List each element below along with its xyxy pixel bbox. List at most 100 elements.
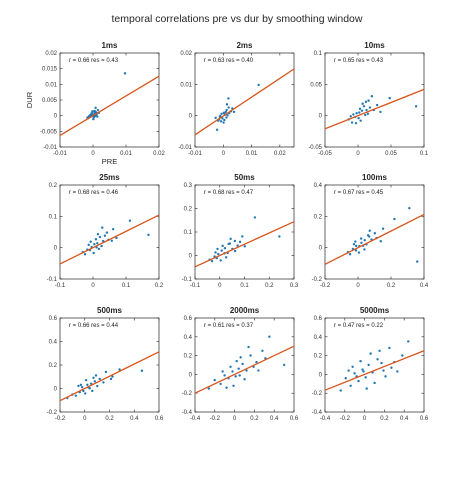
- data-point: [207, 387, 210, 390]
- panel-title: 500ms: [97, 306, 122, 315]
- y-tick-label: 0.005: [42, 98, 58, 104]
- data-point: [118, 368, 121, 371]
- data-point: [238, 240, 242, 244]
- data-point: [241, 235, 244, 238]
- data-point: [363, 238, 366, 242]
- panel-title: 5000ms: [360, 306, 390, 315]
- data-point: [82, 389, 85, 393]
- x-tick-label: -0.01: [53, 151, 67, 157]
- data-point: [282, 363, 286, 367]
- data-point: [94, 106, 97, 110]
- data-point: [227, 106, 230, 109]
- data-point: [229, 237, 232, 241]
- data-point: [216, 247, 219, 251]
- data-point: [362, 370, 365, 373]
- data-point: [268, 335, 271, 338]
- data-point: [379, 240, 382, 243]
- data-point: [214, 251, 217, 254]
- data-point: [365, 387, 368, 390]
- data-point: [104, 370, 108, 374]
- x-tick-label: 0.02: [153, 151, 165, 157]
- x-tick-label: 0: [222, 151, 226, 157]
- y-tick-label: 0.1: [184, 230, 193, 236]
- data-point: [368, 106, 372, 109]
- data-point: [217, 252, 220, 256]
- panel-50ms: 50ms -0.1 0 0.1 0.2 0.3 -0.1 0 0.1 0.2 0.3 r = 0.68…: [182, 173, 299, 289]
- data-point: [92, 376, 95, 380]
- data-point: [128, 219, 132, 222]
- y-tick-label: -0.4: [182, 410, 193, 416]
- data-point: [102, 381, 105, 384]
- data-point: [213, 378, 216, 382]
- x-tick-label: 0.2: [250, 416, 259, 422]
- data-point: [91, 389, 94, 393]
- data-point: [223, 118, 226, 122]
- y-tick-label: -0.1: [47, 277, 58, 283]
- data-point: [354, 249, 358, 252]
- data-point: [98, 235, 102, 239]
- data-point: [220, 249, 223, 252]
- y-axis-label: DUR: [25, 91, 34, 108]
- panel-5000ms: 5000ms -0.4 -0.2 0 0.2 0.4 0.6 -0.4 -0.2 0 0.2 0.4 0…: [312, 306, 429, 422]
- data-point: [221, 244, 224, 248]
- data-point: [243, 245, 246, 248]
- data-point: [227, 242, 230, 246]
- data-point: [111, 375, 114, 378]
- data-point: [96, 108, 100, 112]
- y-tick-label: 0.01: [45, 82, 57, 88]
- data-point: [96, 384, 99, 388]
- x-tick-label: 0.2: [387, 283, 396, 289]
- data-point: [225, 386, 228, 389]
- data-point: [354, 240, 357, 243]
- y-tick-label: -0.01: [43, 145, 57, 151]
- x-tick-label: 0.02: [274, 151, 286, 157]
- stat-annotation: r = 0.66 res = 0.44: [69, 323, 119, 329]
- x-tick-label: 0.6: [290, 416, 299, 422]
- data-point: [140, 369, 144, 372]
- x-tick-label: -0.2: [55, 416, 66, 422]
- data-point: [359, 359, 362, 363]
- data-point: [364, 100, 368, 104]
- stat-annotation: r = 0.68 res = 0.46: [69, 190, 119, 196]
- data-point: [358, 107, 362, 110]
- data-point: [232, 110, 236, 114]
- data-point: [218, 114, 222, 118]
- y-tick-label: 0: [319, 114, 323, 120]
- x-tick-label: 0.4: [130, 416, 139, 422]
- panel-10ms: 10ms -0.05 0 0.05 0.1 -0.05 0 0.05 0.1 r = 0.65 r…: [308, 41, 429, 157]
- data-point: [373, 232, 377, 235]
- data-point: [225, 103, 229, 106]
- data-point: [369, 352, 372, 355]
- data-point: [351, 365, 354, 368]
- y-tick-label: 0.2: [184, 354, 193, 360]
- plot-frame: [59, 184, 160, 280]
- data-point: [396, 370, 399, 373]
- x-tick-label: 0.3: [290, 283, 299, 289]
- data-point: [249, 354, 252, 357]
- y-tick-label: 0.01: [180, 82, 192, 88]
- x-tick-label: -0.01: [188, 151, 202, 157]
- stat-annotation: r = 0.47 res = 0.22: [334, 323, 384, 329]
- data-point: [221, 370, 224, 373]
- data-point: [224, 110, 228, 114]
- data-point: [352, 113, 355, 116]
- data-point: [147, 233, 150, 237]
- data-point: [354, 244, 358, 248]
- data-point: [416, 260, 419, 263]
- data-point: [115, 236, 118, 240]
- data-point: [89, 382, 93, 385]
- y-tick-label: 0.02: [180, 51, 192, 57]
- data-point: [358, 111, 361, 114]
- data-point: [214, 116, 217, 120]
- data-point: [364, 113, 367, 117]
- panel-2000ms: 2000ms -0.4 -0.2 0 0.2 0.4 0.6 -0.4 -0.2 0 0.2 0.4 0…: [182, 306, 299, 422]
- stat-annotation: r = 0.61 res = 0.37: [204, 323, 254, 329]
- x-tick-label: 0.2: [380, 416, 389, 422]
- data-point: [393, 217, 396, 221]
- data-point: [111, 227, 115, 231]
- data-point: [220, 112, 223, 115]
- plot-frame: [324, 184, 425, 280]
- data-point: [97, 247, 101, 251]
- y-tick-label: 0.4: [184, 335, 193, 341]
